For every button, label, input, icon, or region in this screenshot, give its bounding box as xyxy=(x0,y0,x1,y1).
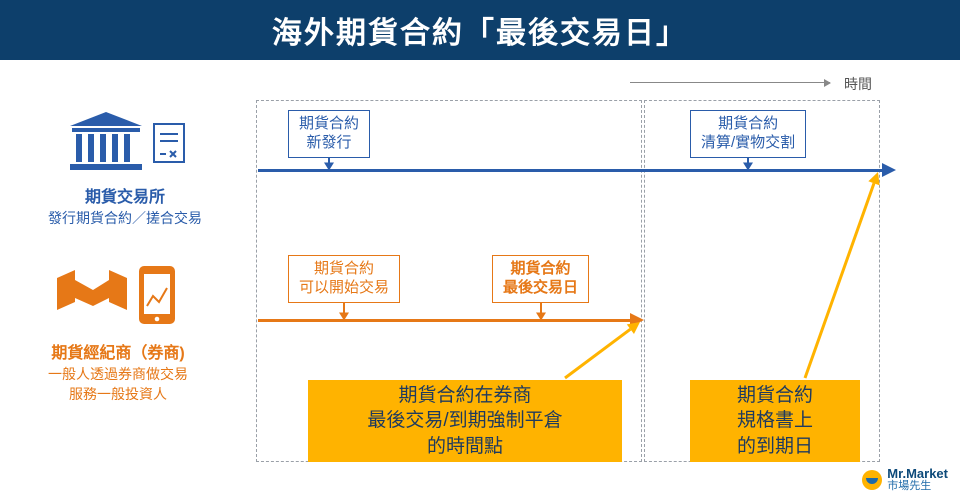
label-trade-start-l1: 期貨合約 xyxy=(314,260,374,277)
callout-spec-expiry: 期貨合約 規格書上 的到期日 xyxy=(690,380,860,462)
connector-new-issue xyxy=(319,158,339,175)
callout-spec-l2: 規格書上 xyxy=(737,410,813,431)
brand-logo: Mr.Market 市場先生 xyxy=(862,467,948,492)
brand-sub: 市場先生 xyxy=(887,480,931,492)
page-title: 海外期貨合約「最後交易日」 xyxy=(272,8,688,52)
label-trade-start-l2: 可以開始交易 xyxy=(299,279,389,296)
page-header: 海外期貨合約「最後交易日」 xyxy=(0,0,960,60)
broker-sub2: 服務一般投資人 xyxy=(48,385,188,403)
callout-broker-l1: 期貨合約在券商 xyxy=(398,385,531,406)
broker-title: 期貨經紀商（券商) xyxy=(48,339,188,363)
label-new-issue: 期貨合約 新發行 xyxy=(288,110,370,158)
broker-icon xyxy=(53,260,183,330)
time-axis-arrow xyxy=(630,82,830,83)
exchange-subtitle: 發行期貨合約／搓合交易 xyxy=(48,209,202,227)
connector-settlement xyxy=(738,158,758,175)
callout-broker-l3: 的時間點 xyxy=(427,436,503,457)
label-new-issue-l2: 新發行 xyxy=(307,134,352,151)
label-last-trade: 期貨合約 最後交易日 xyxy=(492,255,589,303)
exchange-title: 期貨交易所 xyxy=(48,183,202,207)
callout-spec-l3: 的到期日 xyxy=(737,436,813,457)
brand-logo-icon xyxy=(862,470,882,490)
callout-broker-l2: 最後交易/到期強制平倉 xyxy=(367,410,562,431)
callout-spec-l1: 期貨合約 xyxy=(737,385,813,406)
exchange-block: 期貨交易所 發行期貨合約／搓合交易 xyxy=(48,110,202,227)
broker-block: 期貨經紀商（券商) 一般人透過券商做交易 服務一般投資人 xyxy=(48,260,188,403)
time-axis-label: 時間 xyxy=(844,74,872,94)
label-settlement-l2: 清算/實物交割 xyxy=(701,134,795,151)
callout-broker-lastday: 期貨合約在券商 最後交易/到期強制平倉 的時間點 xyxy=(308,380,622,462)
label-new-issue-l1: 期貨合約 xyxy=(299,115,359,132)
broker-sub1: 一般人透過券商做交易 xyxy=(48,365,188,383)
label-trade-start: 期貨合約 可以開始交易 xyxy=(288,255,400,303)
label-last-trade-l2: 最後交易日 xyxy=(503,279,578,296)
label-settlement: 期貨合約 清算/實物交割 xyxy=(690,110,806,158)
label-last-trade-l1: 期貨合約 xyxy=(511,260,571,277)
exchange-icon xyxy=(60,110,190,174)
brand-name: Mr.Market xyxy=(887,466,948,481)
label-settlement-l1: 期貨合約 xyxy=(718,115,778,132)
